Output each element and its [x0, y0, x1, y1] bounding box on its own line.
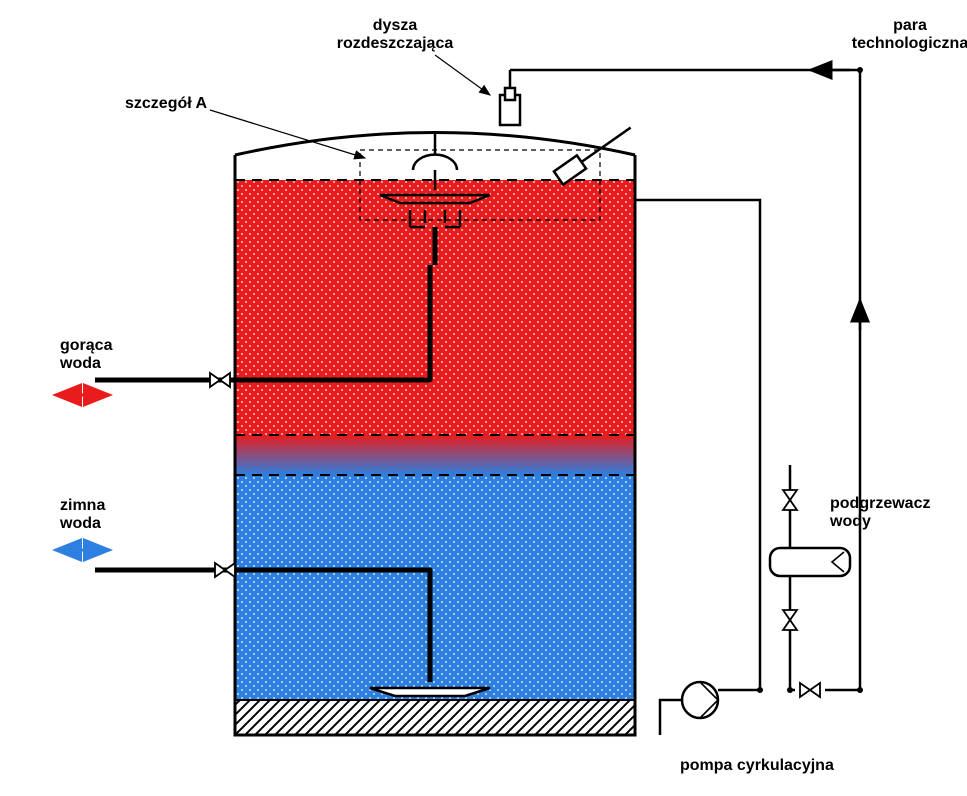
hot-label-1: gorąca [60, 337, 113, 354]
heater-label-1: podgrzewacz [830, 495, 930, 512]
heater-valve-top-icon [783, 490, 797, 510]
tank-base-hatch [235, 700, 635, 735]
detail-a-label: szczegół A [125, 95, 208, 112]
diagram-svg: dyszarozdeszczającaszczegół Agorącawodaz… [0, 0, 967, 796]
circ-line-main [635, 200, 760, 690]
cold-label-2: woda [59, 515, 101, 532]
steam-label-1: para [893, 17, 927, 34]
bottom-spreader [370, 688, 490, 696]
nozzle-label-1: dysza [373, 17, 418, 34]
nozzle-leader [435, 55, 490, 95]
diagram-root: dyszarozdeszczającaszczegół Agorącawodaz… [0, 0, 967, 796]
bypass-valve-icon [800, 683, 820, 697]
heater-icon [770, 548, 850, 576]
pump-icon [682, 682, 718, 718]
heater-label-2: wody [829, 513, 871, 530]
heater-valve-bottom-icon [783, 610, 797, 630]
pump-return-line [660, 700, 682, 735]
mix-zone [235, 435, 635, 475]
hot-valve-icon [210, 373, 230, 387]
cold-valve-icon [215, 563, 235, 577]
nozzle-label-2: rozdeszczająca [337, 35, 454, 52]
cold-label-1: zimna [60, 497, 105, 514]
hot-label-2: woda [59, 355, 101, 372]
steam-vertical-line [825, 70, 860, 690]
steam-label-2: technologiczna [852, 35, 967, 52]
top-cap [413, 155, 457, 170]
detail-a-leader [210, 110, 365, 158]
hot-water-zone [235, 180, 635, 435]
pump-label: pompa cyrkulacyjna [680, 757, 834, 774]
cold-water-zone [235, 475, 635, 700]
